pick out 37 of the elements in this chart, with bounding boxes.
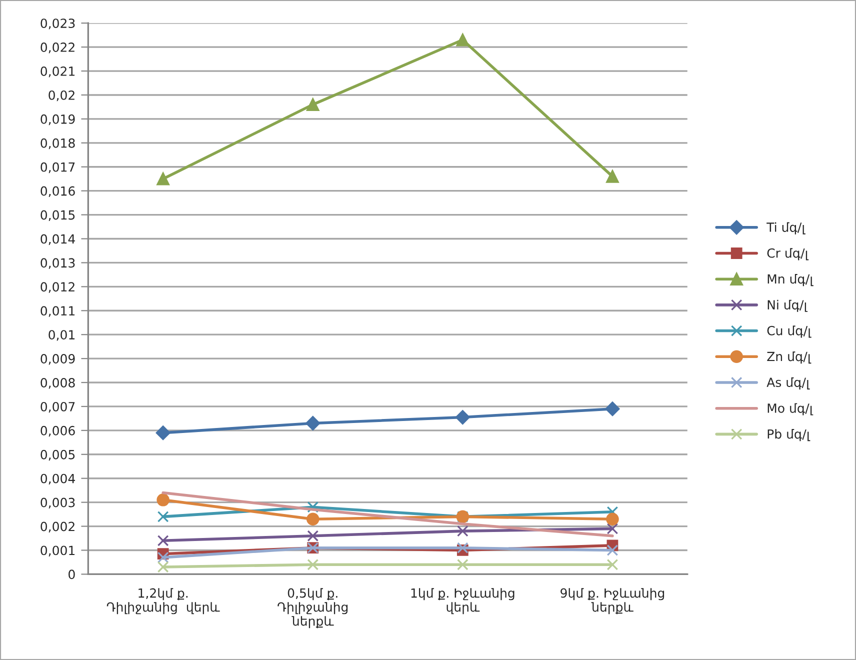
y-tick-label: 0,022 bbox=[40, 42, 74, 54]
y-tick-label: 0,012 bbox=[40, 282, 74, 293]
y-tick-label: 0,014 bbox=[40, 234, 75, 245]
legend-label: As մգ/լ bbox=[766, 377, 810, 390]
y-tick-label: 0,006 bbox=[40, 426, 75, 437]
y-tick-label: 0,004 bbox=[40, 474, 75, 485]
y-tick-label: 0,001 bbox=[40, 546, 75, 556]
y-tick-label: 0,002 bbox=[40, 522, 74, 532]
x-tick-label: 9կմ ք. Իջևանից ներքև bbox=[560, 588, 664, 614]
x-tick-label: 1,2կմ ք. Դիլիջանից վերև bbox=[106, 588, 220, 614]
y-tick-label: 0,008 bbox=[40, 378, 75, 389]
y-tick-label: 0,016 bbox=[40, 186, 75, 198]
x-tick-label: 1կմ ք. Իջևանից վերև bbox=[411, 588, 514, 614]
legend-label: Pb մգ/լ bbox=[768, 429, 810, 442]
y-tick-label: 0,009 bbox=[40, 354, 75, 365]
y-tick-label: 0,017 bbox=[40, 162, 75, 174]
y-tick-label: 0,011 bbox=[40, 306, 75, 317]
legend-label: Cu մգ/լ bbox=[767, 326, 812, 338]
legend-label: Ni մգ/լ bbox=[768, 300, 808, 312]
y-tick-label: 0,02 bbox=[48, 90, 74, 102]
legend-label: Zn մգ/լ bbox=[767, 352, 812, 364]
y-tick-label: 0,005 bbox=[40, 450, 75, 461]
y-tick-label: 0,018 bbox=[40, 138, 75, 150]
legend-label: Mo մգ/լ bbox=[768, 403, 814, 416]
y-tick-label: 0,021 bbox=[40, 66, 75, 78]
y-tick-label: 0 bbox=[68, 570, 75, 580]
y-tick-label: 0,007 bbox=[40, 402, 75, 413]
y-tick-label: 0,019 bbox=[40, 114, 75, 126]
y-tick-label: 0,013 bbox=[40, 258, 75, 269]
y-tick-label: 0,003 bbox=[40, 498, 75, 509]
legend-label: Ti մգ/լ bbox=[766, 222, 806, 234]
legend-label: Cr մգ/լ bbox=[767, 248, 809, 260]
legend-label: Mn մգ/լ bbox=[768, 274, 814, 286]
y-tick-label: 0,01 bbox=[48, 330, 75, 341]
y-tick-label: 0,015 bbox=[40, 210, 75, 221]
x-tick-label: 0,5կմ ք. Դիլիջանից ներքև bbox=[278, 588, 348, 628]
y-tick-label: 0,023 bbox=[40, 18, 75, 30]
